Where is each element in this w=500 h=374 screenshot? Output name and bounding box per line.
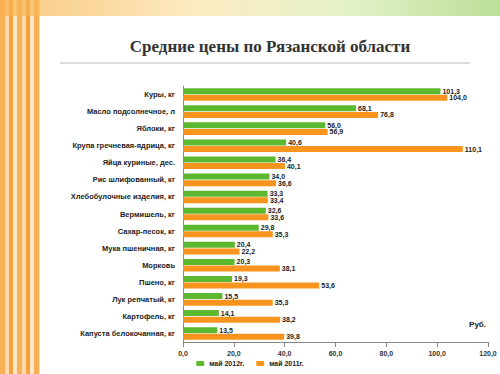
svg-text:29,8: 29,8 bbox=[261, 224, 275, 232]
svg-text:36,4: 36,4 bbox=[277, 156, 292, 163]
svg-text:76,8: 76,8 bbox=[380, 111, 394, 119]
svg-text:33,4: 33,4 bbox=[270, 197, 284, 205]
svg-text:май 2011г.: май 2011г. bbox=[269, 360, 304, 367]
svg-text:34,0: 34,0 bbox=[271, 173, 285, 181]
svg-text:68,1: 68,1 bbox=[358, 105, 372, 113]
svg-text:Капуста белокочанная, кг: Капуста белокочанная, кг bbox=[80, 329, 175, 338]
svg-text:Лук репчатый, кг: Лук репчатый, кг bbox=[112, 295, 175, 304]
svg-text:Крупа гречневая-ядрица, кг: Крупа гречневая-ядрица, кг bbox=[72, 141, 175, 150]
svg-text:104,0: 104,0 bbox=[449, 94, 467, 102]
svg-text:Сахар-песок, кг: Сахар-песок, кг bbox=[118, 227, 175, 236]
svg-text:19,3: 19,3 bbox=[234, 275, 248, 283]
svg-text:Вермишель, кг: Вермишель, кг bbox=[120, 210, 175, 219]
svg-text:14,1: 14,1 bbox=[221, 310, 235, 318]
svg-text:Рис шлифованный, кг: Рис шлифованный, кг bbox=[93, 175, 175, 184]
svg-text:38,1: 38,1 bbox=[282, 265, 296, 273]
svg-text:35,3: 35,3 bbox=[275, 231, 289, 239]
svg-text:20,0: 20,0 bbox=[227, 350, 241, 358]
svg-text:Руб.: Руб. bbox=[469, 320, 486, 329]
svg-text:60,0: 60,0 bbox=[329, 350, 343, 358]
svg-text:40,6: 40,6 bbox=[288, 139, 302, 147]
svg-text:110,1: 110,1 bbox=[465, 146, 482, 154]
svg-text:Яблоки, кг: Яблоки, кг bbox=[137, 124, 176, 133]
svg-text:Куры, кг: Куры, кг bbox=[144, 90, 175, 99]
svg-text:20,4: 20,4 bbox=[236, 241, 251, 249]
svg-text:35,3: 35,3 bbox=[275, 299, 289, 307]
svg-text:Пшено, кг: Пшено, кг bbox=[139, 278, 175, 287]
svg-text:100,0: 100,0 bbox=[428, 350, 446, 358]
svg-text:Яйца куриные, дес.: Яйца куриные, дес. bbox=[103, 158, 175, 167]
svg-text:101,3: 101,3 bbox=[442, 87, 460, 95]
svg-text:33,6: 33,6 bbox=[270, 214, 284, 222]
svg-text:38,2: 38,2 bbox=[282, 316, 296, 324]
svg-text:13,5: 13,5 bbox=[219, 327, 233, 335]
svg-text:Мука пшеничная, кг: Мука пшеничная, кг bbox=[102, 244, 175, 253]
svg-text:120,0: 120,0 bbox=[479, 350, 497, 358]
svg-text:Морковь: Морковь bbox=[142, 261, 175, 270]
svg-text:40,1: 40,1 bbox=[287, 163, 301, 171]
svg-text:май 2012г.: май 2012г. bbox=[209, 360, 244, 367]
svg-text:80,0: 80,0 bbox=[380, 350, 394, 358]
svg-text:0,0: 0,0 bbox=[178, 350, 188, 358]
svg-text:Картофель, кг: Картофель, кг bbox=[122, 312, 175, 321]
svg-text:39,8: 39,8 bbox=[286, 333, 300, 341]
svg-text:20,3: 20,3 bbox=[237, 258, 251, 266]
svg-text:36,6: 36,6 bbox=[278, 180, 292, 188]
svg-text:Средние цены по Рязанской обла: Средние цены по Рязанской области bbox=[130, 37, 411, 56]
svg-text:56,9: 56,9 bbox=[330, 128, 344, 136]
svg-text:53,6: 53,6 bbox=[321, 282, 335, 290]
svg-text:22,2: 22,2 bbox=[241, 248, 255, 256]
svg-text:32,6: 32,6 bbox=[267, 207, 282, 215]
svg-text:56,0: 56,0 bbox=[327, 121, 341, 129]
svg-text:Хлебобулочные изделия, кг: Хлебобулочные изделия, кг bbox=[71, 192, 175, 201]
svg-text:15,5: 15,5 bbox=[224, 293, 238, 301]
svg-text:33,3: 33,3 bbox=[269, 190, 284, 198]
svg-text:40,0: 40,0 bbox=[278, 350, 292, 358]
svg-text:Масло подсолнечное, л: Масло подсолнечное, л bbox=[87, 107, 175, 116]
